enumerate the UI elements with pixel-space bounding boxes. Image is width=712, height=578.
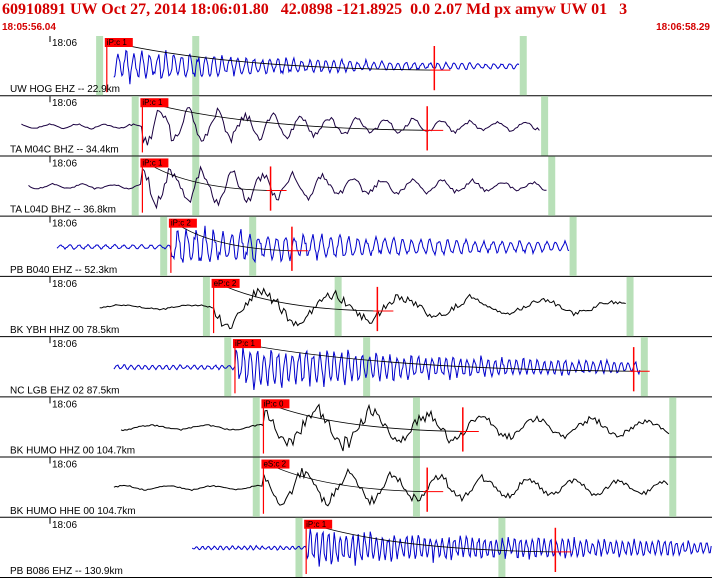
pick-window-band bbox=[192, 156, 200, 216]
station-label: BK YBH HHZ 00 78.5km bbox=[10, 325, 119, 336]
waveform-trace bbox=[21, 106, 540, 146]
seismogram-stack: 18:06 iP:c 1 UW HOG EHZ -- 22.9km 18:06 iP:c… bbox=[0, 36, 712, 578]
pick-label: iP:c 1 bbox=[142, 158, 163, 167]
pick-label-box[interactable] bbox=[232, 339, 261, 349]
seismogram-panel[interactable]: 18:06 iP:c 1 TA L04D BHZ -- 36.8km bbox=[0, 156, 712, 217]
pick-label: iP:c 1 bbox=[306, 520, 327, 529]
coda-fit-curve bbox=[146, 101, 428, 131]
waveform-trace bbox=[56, 225, 570, 264]
waveform-trace bbox=[113, 49, 520, 85]
pick-window-band bbox=[498, 517, 506, 577]
waveform-trace bbox=[191, 528, 712, 567]
station-label: BK HUMO HHE 00 104.7km bbox=[10, 506, 136, 517]
pick-window-band bbox=[334, 276, 342, 337]
pick-label: iP:c 1 bbox=[142, 98, 163, 107]
seismogram-panel[interactable]: 18:06 iP:c 1 UW HOG EHZ -- 22.9km bbox=[0, 36, 712, 97]
panel-time-label: 18:06 bbox=[52, 219, 77, 230]
pick-window-band bbox=[249, 216, 257, 276]
seismogram-panel[interactable]: 18:06 eP:c 2 BK YBH HHZ 00 78.5km bbox=[0, 276, 712, 338]
pick-label: iP:c 2 bbox=[171, 219, 192, 228]
pick-window-band bbox=[131, 96, 139, 156]
panel-time-label: 18:06 bbox=[52, 399, 77, 410]
panel-time-label: 18:06 bbox=[52, 460, 77, 471]
window-start-time: 18:05:56.04 bbox=[2, 22, 56, 33]
pick-label: iP:c 1 bbox=[107, 38, 128, 47]
pick-window-band bbox=[519, 36, 527, 96]
panel-time-label: 18:06 bbox=[52, 158, 77, 169]
pick-window-band bbox=[252, 457, 260, 517]
coda-fit-curve bbox=[238, 342, 634, 372]
pick-label-box[interactable] bbox=[211, 278, 240, 288]
panel-time-label: 18:06 bbox=[52, 38, 77, 49]
pick-window-band bbox=[96, 36, 104, 96]
waveform-trace bbox=[120, 403, 670, 452]
panel-time-label: 18:06 bbox=[52, 98, 77, 109]
pick-window-band bbox=[160, 216, 168, 276]
coda-fit-curve bbox=[146, 162, 271, 191]
pick-label-box[interactable] bbox=[261, 399, 290, 409]
pick-label-box[interactable] bbox=[140, 98, 169, 108]
waveform-trace bbox=[113, 467, 669, 507]
pick-label: eP:c 2 bbox=[214, 279, 237, 288]
pick-label: eS:c 2 bbox=[263, 460, 286, 469]
seismogram-panel[interactable]: 18:06 iP:c 1 PB B086 EHZ -- 130.9km bbox=[0, 517, 712, 578]
waveform-trace bbox=[99, 287, 626, 330]
pick-window-band bbox=[541, 96, 549, 156]
station-label: NC LGB EHZ 02 87.5km bbox=[10, 385, 119, 396]
pick-label-box[interactable] bbox=[168, 218, 197, 228]
station-label: BK HUMO HHZ 00 104.7km bbox=[10, 446, 135, 457]
pick-label-box[interactable] bbox=[104, 38, 133, 47]
coda-fit-curve bbox=[174, 222, 292, 252]
panel-time-label: 18:06 bbox=[52, 279, 77, 290]
seismogram-panel[interactable]: 18:06 iP:c 1 TA M04C BHZ -- 34.4km bbox=[0, 96, 712, 157]
event-title: 60910891 UW Oct 27, 2014 18:06:01.80 42.… bbox=[2, 1, 628, 18]
pick-window-band bbox=[295, 517, 303, 577]
pick-window-band bbox=[569, 216, 577, 276]
panel-time-label: 18:06 bbox=[52, 339, 77, 350]
event-header: 60910891 UW Oct 27, 2014 18:06:01.80 42.… bbox=[0, 0, 712, 36]
pick-window-band bbox=[669, 397, 677, 457]
pick-label: iP:c 0 bbox=[263, 399, 284, 408]
panel-time-label: 18:06 bbox=[52, 520, 77, 531]
seismogram-panel[interactable]: 18:06 eS:c 2 BK HUMO HHE 00 104.7km bbox=[0, 457, 712, 518]
pick-window-band bbox=[412, 457, 420, 517]
seismogram-panel[interactable]: 18:06 iP:c 2 PB B040 EHZ -- 52.3km bbox=[0, 216, 712, 277]
pick-window-band bbox=[252, 397, 260, 457]
pick-window-band bbox=[626, 276, 634, 337]
station-label: PB B086 EHZ -- 130.9km bbox=[10, 566, 123, 577]
pick-label-box[interactable] bbox=[261, 459, 290, 469]
pick-label: iP:c 1 bbox=[235, 339, 256, 348]
pick-window-band bbox=[363, 337, 371, 397]
pick-label-box[interactable] bbox=[304, 519, 333, 529]
station-label: UW HOG EHZ -- 22.9km bbox=[10, 84, 120, 95]
station-label: TA M04C BHZ -- 34.4km bbox=[10, 144, 119, 155]
waveform-trace bbox=[28, 165, 547, 210]
window-end-time: 18:06:58.29 bbox=[656, 22, 710, 33]
pick-window-band bbox=[669, 457, 677, 517]
station-label: TA L04D BHZ -- 36.8km bbox=[10, 205, 116, 216]
waveform-trace bbox=[113, 346, 641, 390]
coda-fit-curve bbox=[110, 41, 435, 71]
pick-label-box[interactable] bbox=[140, 158, 169, 168]
coda-fit-curve bbox=[267, 463, 428, 493]
coda-fit-curve bbox=[267, 402, 463, 432]
coda-fit-curve bbox=[217, 282, 378, 312]
coda-fit-curve bbox=[310, 523, 556, 553]
station-label: PB B040 EHZ -- 52.3km bbox=[10, 265, 117, 276]
seismogram-panel[interactable]: 18:06 iP:c 0 BK HUMO HHZ 00 104.7km bbox=[0, 397, 712, 458]
pick-window-band bbox=[640, 337, 648, 397]
pick-window-band bbox=[412, 397, 420, 457]
seismogram-panel[interactable]: 18:06 iP:c 1 NC LGB EHZ 02 87.5km bbox=[0, 337, 712, 398]
pick-window-band bbox=[548, 156, 556, 216]
